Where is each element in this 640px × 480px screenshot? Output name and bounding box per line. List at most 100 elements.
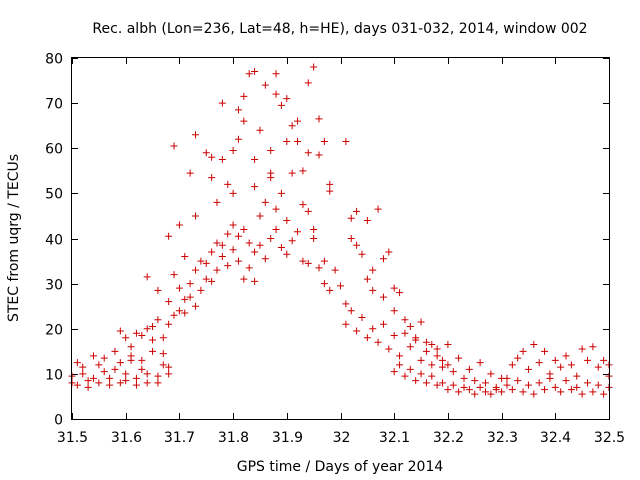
data-point — [358, 250, 366, 258]
data-point — [100, 354, 108, 362]
data-point — [89, 352, 97, 360]
data-point — [546, 374, 554, 382]
data-points — [68, 63, 613, 398]
data-point — [186, 169, 194, 177]
data-point — [460, 383, 468, 391]
data-point — [519, 388, 527, 396]
data-point — [530, 341, 538, 349]
data-point — [229, 189, 237, 197]
data-point — [138, 332, 146, 340]
data-point — [422, 347, 430, 355]
data-point — [342, 320, 350, 328]
y-tick-label: 0 — [54, 413, 63, 429]
data-point — [294, 228, 302, 236]
data-point — [519, 347, 527, 355]
x-tick-label: 31.5 — [57, 430, 88, 446]
data-point — [218, 241, 226, 249]
data-point — [288, 237, 296, 245]
data-point — [369, 266, 377, 274]
data-point — [277, 244, 285, 252]
data-point — [181, 309, 189, 317]
data-point — [562, 377, 570, 385]
data-point — [132, 374, 140, 382]
data-point — [175, 221, 183, 229]
data-point — [277, 101, 285, 109]
data-point — [379, 255, 387, 263]
data-point — [422, 338, 430, 346]
x-tick-label: 32.5 — [594, 430, 625, 446]
data-point — [100, 368, 108, 376]
data-point — [106, 374, 114, 382]
data-point — [374, 205, 382, 213]
data-point — [428, 361, 436, 369]
data-point — [208, 174, 216, 182]
data-point — [508, 361, 516, 369]
data-point — [149, 347, 157, 355]
data-point — [181, 253, 189, 261]
chart-title: Rec. albh (Lon=236, Lat=48, h=HE), days … — [92, 21, 587, 37]
data-point — [272, 90, 280, 98]
data-point — [406, 343, 414, 351]
data-point — [471, 390, 479, 398]
data-point — [283, 137, 291, 145]
data-point — [439, 356, 447, 364]
data-point — [84, 383, 92, 391]
data-point — [562, 352, 570, 360]
data-point — [261, 198, 269, 206]
x-tick-label: 32 — [333, 430, 351, 446]
data-point — [578, 345, 586, 353]
data-point — [165, 320, 173, 328]
data-point — [234, 232, 242, 240]
x-tick-label: 31.8 — [218, 430, 249, 446]
data-point — [379, 293, 387, 301]
data-point — [337, 282, 344, 290]
data-point — [326, 286, 334, 294]
x-tick-label: 31.6 — [111, 430, 142, 446]
data-point — [396, 361, 404, 369]
data-point — [192, 131, 200, 139]
data-point — [524, 365, 532, 373]
data-point — [208, 153, 216, 161]
data-point — [476, 359, 484, 367]
y-tick-label: 40 — [45, 233, 63, 249]
plot-frame — [71, 57, 610, 420]
data-point — [267, 235, 275, 242]
x-tick-label: 32.4 — [540, 430, 571, 446]
data-point — [412, 334, 420, 342]
data-point — [245, 264, 253, 272]
data-point — [573, 383, 581, 391]
data-point — [208, 248, 216, 256]
data-point — [347, 235, 355, 242]
data-point — [439, 363, 447, 371]
data-point — [363, 275, 371, 283]
data-point — [326, 187, 334, 195]
data-point — [122, 377, 130, 385]
data-point — [116, 327, 124, 335]
data-point — [283, 95, 291, 103]
data-point — [524, 381, 532, 389]
data-point — [541, 347, 549, 355]
data-point — [261, 255, 269, 263]
data-point — [106, 381, 114, 389]
data-point — [251, 183, 259, 191]
data-point — [320, 257, 328, 265]
data-point — [165, 232, 173, 240]
data-point — [481, 379, 489, 387]
data-point — [283, 250, 291, 258]
data-point — [428, 341, 436, 349]
data-point — [149, 336, 157, 344]
data-point — [600, 390, 608, 398]
data-point — [487, 390, 495, 398]
x-tick-label: 31.7 — [164, 430, 195, 446]
data-point — [229, 147, 237, 155]
y-tick-label: 70 — [45, 97, 63, 113]
data-point — [342, 300, 350, 308]
data-point — [224, 262, 232, 270]
data-point — [294, 137, 302, 145]
data-point — [379, 320, 387, 328]
data-point — [229, 221, 237, 229]
x-tick-label: 31.9 — [272, 430, 303, 446]
data-point — [111, 347, 119, 355]
data-point — [320, 280, 328, 288]
data-point — [122, 334, 130, 342]
